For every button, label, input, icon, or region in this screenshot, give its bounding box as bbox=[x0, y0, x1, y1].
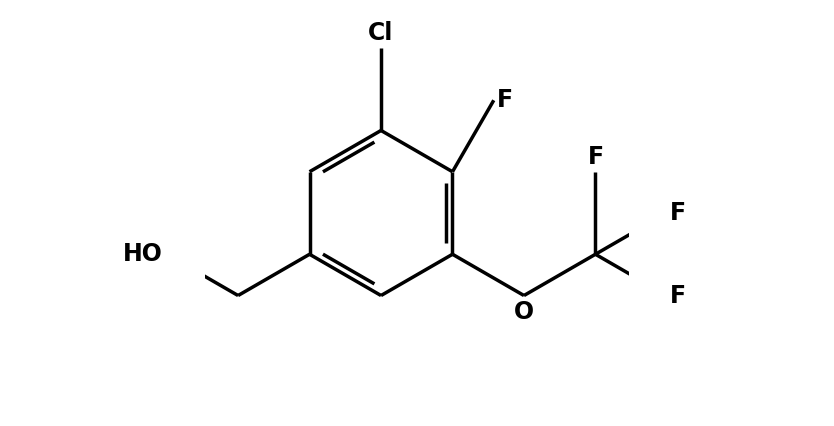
Text: F: F bbox=[587, 145, 604, 169]
Text: F: F bbox=[671, 201, 686, 225]
Text: F: F bbox=[671, 284, 686, 308]
Text: F: F bbox=[497, 88, 513, 112]
Text: Cl: Cl bbox=[369, 20, 394, 45]
Text: HO: HO bbox=[123, 242, 163, 266]
Text: O: O bbox=[514, 300, 534, 324]
